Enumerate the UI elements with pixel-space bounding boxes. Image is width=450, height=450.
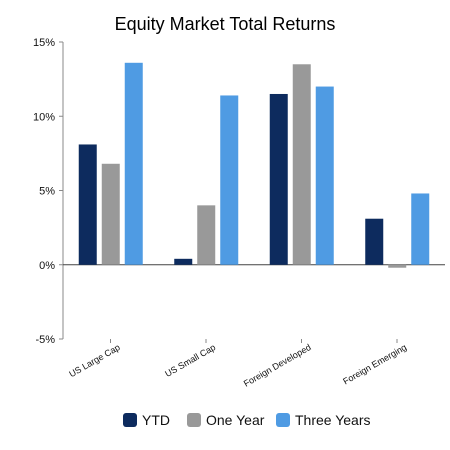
y-tick-label: 5% [39, 186, 55, 198]
legend: YTD One Year Three Years [123, 412, 371, 428]
legend-label: YTD [142, 412, 170, 428]
bar [292, 64, 311, 265]
x-axis: US Large Cap US Small Cap Foreign Develope… [67, 339, 408, 389]
bar [174, 258, 193, 265]
legend-swatch [187, 413, 201, 427]
legend-swatch [276, 413, 290, 427]
bar [269, 93, 288, 265]
bar [197, 205, 216, 265]
y-tick-label: 10% [33, 111, 55, 123]
legend-label: One Year [206, 412, 265, 428]
y-axis: 15% 10% 5% 0% -5% [33, 37, 445, 346]
bar [124, 62, 143, 265]
x-tick-label: Foreign Developed [242, 342, 313, 389]
bar [315, 86, 334, 265]
x-tick-label: US Large Cap [67, 342, 121, 379]
bar [388, 264, 407, 268]
chart-title: Equity Market Total Returns [115, 14, 336, 34]
bar [220, 95, 239, 265]
y-tick-label: -5% [35, 334, 55, 346]
bar [411, 193, 430, 265]
legend-swatch [123, 413, 137, 427]
x-tick-label: US Small Cap [163, 342, 217, 379]
bar [101, 163, 120, 265]
y-tick-label: 0% [39, 260, 55, 272]
y-tick-label: 15% [33, 37, 55, 49]
x-tick-label: Foreign Emerging [341, 342, 408, 386]
bars [78, 62, 430, 268]
bar [78, 144, 97, 265]
bar [365, 218, 384, 265]
legend-label: Three Years [295, 412, 371, 428]
